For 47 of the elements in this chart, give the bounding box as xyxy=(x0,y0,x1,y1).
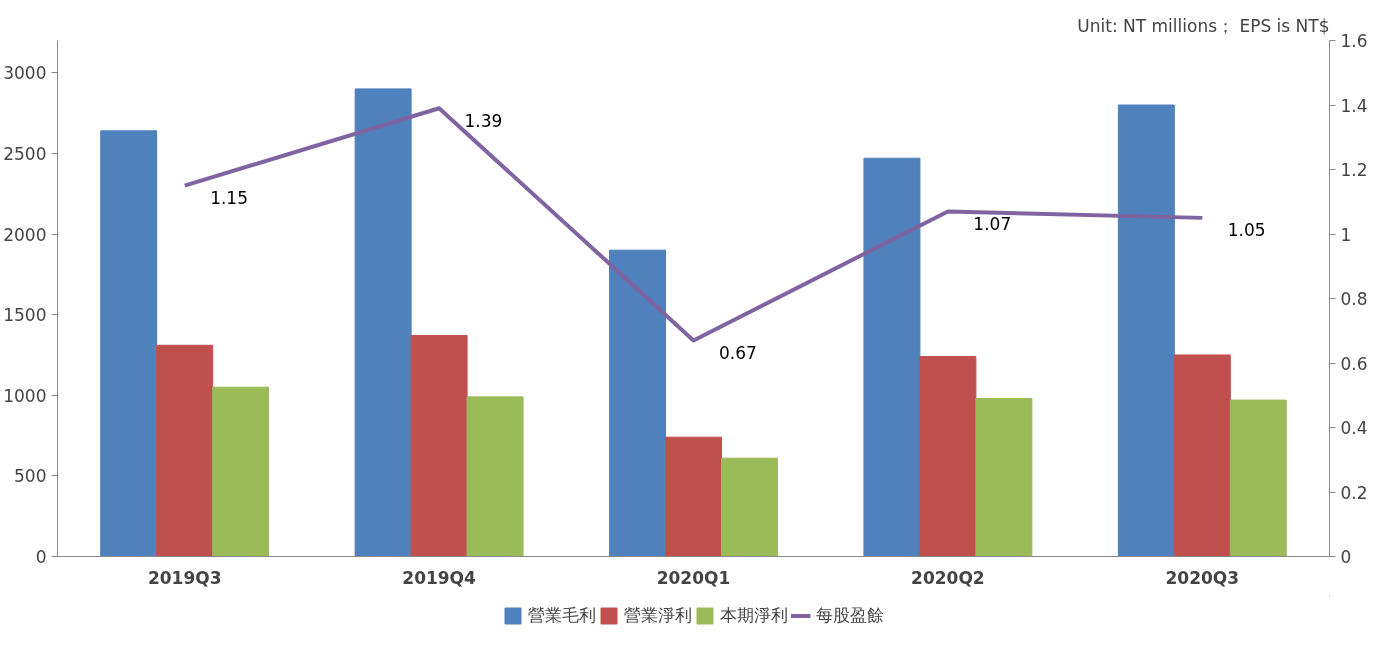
y-tick-label: 3000 xyxy=(3,63,47,84)
y2-tick-label: 1.4 xyxy=(1340,95,1368,116)
y-tick-label: 1500 xyxy=(3,305,47,326)
y-tick-label: 2500 xyxy=(3,143,47,164)
y2-tick-label: 0.6 xyxy=(1340,353,1368,374)
text: Unit: NT millions； EPS is NT$ xyxy=(1077,15,1330,36)
bar xyxy=(863,157,921,557)
bar xyxy=(919,356,977,557)
bar xyxy=(466,396,524,557)
legend-label: 營業淨利 xyxy=(623,603,692,627)
data-label: 1.15 xyxy=(210,188,248,209)
x-tick-label: 2020Q2 xyxy=(911,567,985,588)
x-tick-label: 2019Q3 xyxy=(147,567,222,588)
data-label: 1.39 xyxy=(464,110,503,131)
line-series xyxy=(182,106,1205,343)
x-tick-label: 2020Q1 xyxy=(656,567,731,588)
bar xyxy=(410,335,468,557)
y-tick-label: 500 xyxy=(14,466,47,487)
y2-tick-label: 1.6 xyxy=(1340,31,1368,51)
bar xyxy=(354,88,412,557)
legend-label: 營業毛利 xyxy=(527,603,596,627)
y-tick-label: 1000 xyxy=(3,385,47,406)
y2-tick-label: 1.2 xyxy=(1340,160,1368,180)
legend-label: 每股盈餘 xyxy=(815,603,884,627)
bar xyxy=(665,436,722,557)
bar xyxy=(720,457,778,557)
legend-label: 本期淨利 xyxy=(719,603,788,627)
x-tick-label: 2019Q4 xyxy=(402,567,477,588)
bar xyxy=(212,386,270,557)
y-tick-label: 2000 xyxy=(3,224,47,245)
bar xyxy=(1117,104,1175,557)
y2-tick-label: 0.2 xyxy=(1340,482,1368,503)
y2-tick-label: 0.8 xyxy=(1340,289,1368,309)
bar xyxy=(975,397,1033,557)
bar xyxy=(100,130,158,557)
data-label: 1.05 xyxy=(1227,220,1266,241)
x-tick-label: 2020Q3 xyxy=(1165,567,1240,588)
bar xyxy=(1173,354,1231,557)
y-tick-label: 0 xyxy=(35,547,47,567)
bar xyxy=(1229,399,1287,557)
data-label: 0.67 xyxy=(718,342,757,363)
bar xyxy=(156,344,214,557)
bar xyxy=(609,249,667,557)
data-label: 1.07 xyxy=(973,213,1012,234)
y2-tick-label: 0 xyxy=(1340,547,1352,567)
y2-tick-label: 0.4 xyxy=(1340,418,1368,438)
y2-tick-label: 1 xyxy=(1340,224,1352,245)
